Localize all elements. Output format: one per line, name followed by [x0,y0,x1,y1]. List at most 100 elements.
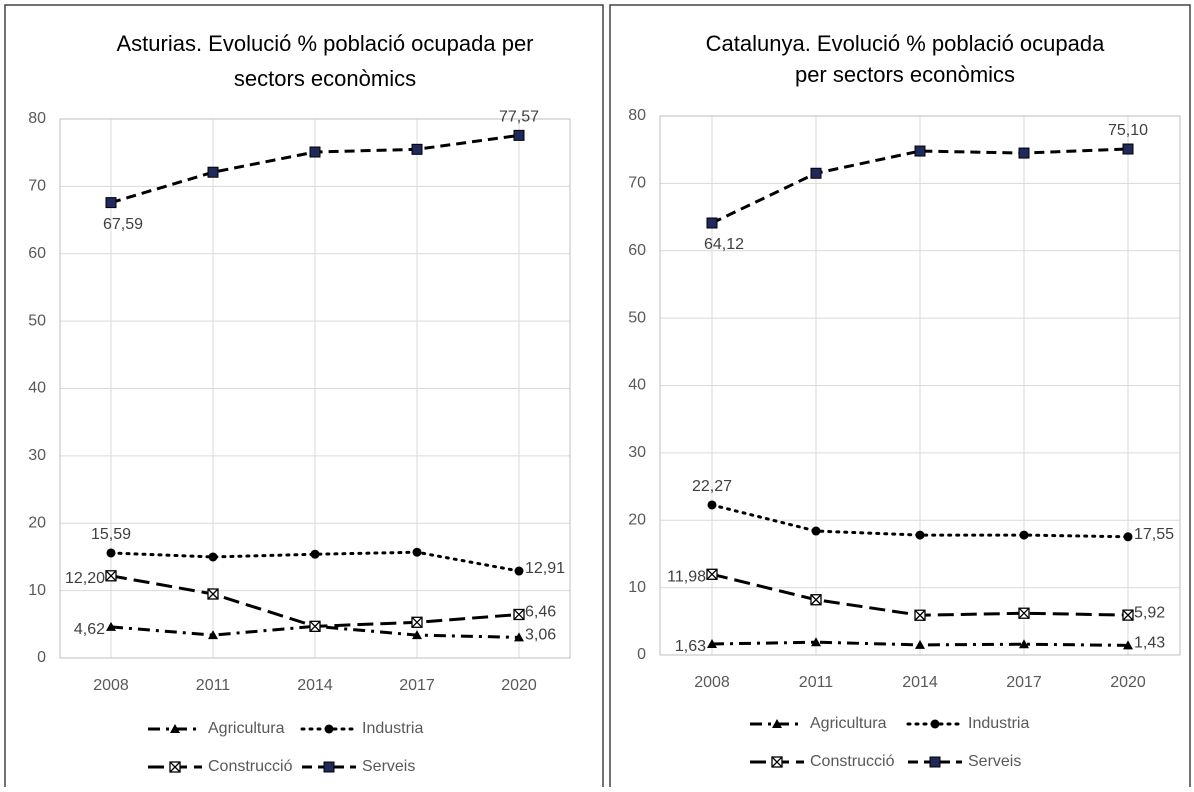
plot-border [659,115,1181,656]
x-tick-label: 2014 [297,677,333,694]
marker [105,197,117,209]
marker [915,639,925,649]
marker [106,548,116,558]
y-tick-label: 10 [628,579,646,596]
data-label: 12,91 [525,560,565,577]
x-tick-label: 2011 [799,674,834,691]
marker [208,630,218,640]
data-label: 15,59 [91,526,131,543]
marker [915,530,925,540]
marker-x [1122,609,1134,621]
marker-x [706,568,718,580]
marker [706,217,718,229]
marker-x [309,620,321,632]
marker [772,719,782,728]
x-tick-label: 2014 [902,674,938,691]
marker [930,719,940,729]
marker [811,637,821,647]
x-tick-label: 2017 [399,677,435,694]
y-tick-label: 40 [628,377,646,394]
marker [412,630,422,640]
marker [323,761,335,773]
data-label: 5,92 [1134,604,1165,621]
legend-label: Agricultura [810,715,887,732]
marker [324,724,334,734]
marker [771,756,783,768]
marker [929,756,941,768]
marker [208,552,218,562]
y-tick-label: 10 [28,582,46,599]
chart-title: per sectors econòmics [795,62,1015,87]
x-tick-label: 2017 [1006,674,1042,691]
data-label: 3,06 [525,627,556,644]
marker [411,616,423,628]
panel-border [4,4,604,792]
data-label: 64,12 [704,236,744,253]
y-tick-label: 80 [28,110,46,127]
y-tick-label: 0 [637,646,646,663]
chart-title: Asturias. Evolució % població ocupada pe… [116,31,533,56]
marker-x [1018,607,1030,619]
marker [1019,639,1029,649]
marker [169,761,181,773]
data-label: 4,62 [74,621,105,638]
y-tick-label: 30 [28,447,46,464]
marker [914,609,926,621]
marker [105,570,117,582]
y-tick-label: 70 [28,178,46,195]
marker-x [105,570,117,582]
series-line [711,147,1129,225]
marker [310,549,320,559]
marker [706,568,718,580]
legend-label: Serveis [362,758,415,775]
y-tick-label: 70 [628,175,646,192]
marker-x [411,616,423,628]
data-label: 67,59 [103,216,143,233]
marker [810,594,822,606]
marker [207,588,219,600]
marker [513,129,525,141]
marker-x [810,594,822,606]
panel-border [609,4,1191,792]
data-label: 17,55 [1134,526,1174,543]
x-tick-label: 2008 [93,677,129,694]
marker [411,143,423,155]
marker [707,639,717,649]
y-tick-label: 60 [628,242,646,259]
data-label: 22,27 [692,478,732,495]
y-tick-label: 30 [628,444,646,461]
marker [412,547,422,557]
y-tick-label: 20 [628,511,646,528]
legend-label: Industria [362,720,423,737]
data-label: 11,98 [667,569,706,586]
marker [1123,532,1133,542]
marker [1122,609,1134,621]
marker [513,608,525,621]
x-tick-label: 2011 [196,677,231,694]
y-tick-label: 40 [28,380,46,397]
data-label: 6,46 [525,604,556,621]
marker [514,566,524,576]
marker [1019,530,1029,540]
plot-border [59,118,571,659]
marker [170,724,180,733]
x-tick-label: 2020 [501,677,537,694]
marker [309,620,321,632]
legend-label: Agricultura [208,720,285,737]
y-tick-label: 50 [28,312,46,329]
marker-x [914,609,926,621]
y-tick-label: 50 [628,309,646,326]
chart-title: sectors econòmics [234,66,416,91]
marker [514,632,524,642]
marker [1018,147,1030,159]
marker [1018,607,1030,619]
data-label: 75,10 [1108,122,1148,139]
legend-label: Serveis [968,753,1021,770]
marker-x [169,761,181,773]
y-tick-label: 60 [28,245,46,262]
data-label: 1,43 [1134,635,1165,652]
marker [810,167,822,179]
x-tick-label: 2020 [1110,674,1146,691]
marker-x [771,756,783,768]
